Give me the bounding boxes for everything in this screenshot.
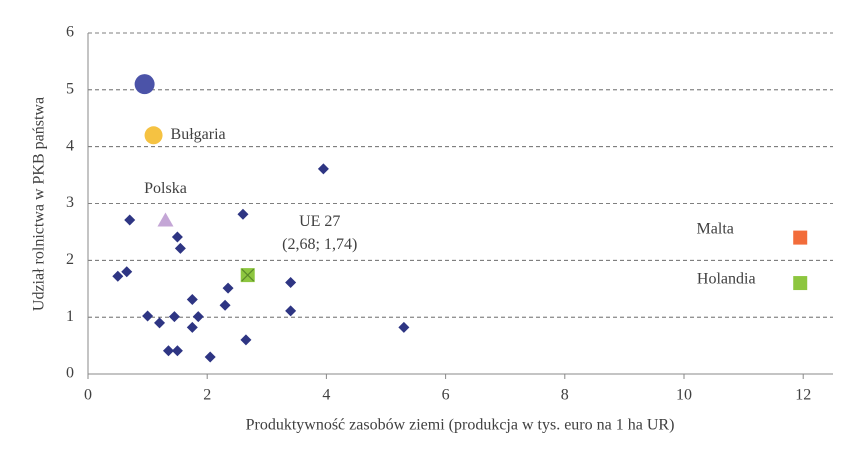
point (186, 294, 198, 306)
point (157, 212, 174, 227)
point (144, 126, 163, 145)
x-tick-label: 12 (795, 387, 811, 404)
point (317, 163, 329, 175)
x-tick-label: 6 (442, 387, 450, 404)
y-tick-label: 4 (66, 137, 74, 154)
point (222, 282, 234, 294)
x-tick-label: 0 (84, 387, 92, 404)
point (134, 74, 155, 95)
x-tick-label: 2 (203, 387, 211, 404)
point (186, 321, 198, 333)
y-tick-label: 6 (66, 24, 74, 41)
point-label: Bułgaria (171, 126, 226, 143)
point (171, 231, 183, 243)
point (219, 299, 231, 311)
point (192, 311, 204, 323)
point (154, 317, 166, 329)
point-label: Malta (697, 220, 734, 237)
point (171, 345, 183, 357)
point-label: UE 27 (299, 213, 340, 230)
x-axis-title: Produktywność zasobów ziemi (produkcja w… (246, 417, 675, 434)
point (285, 276, 297, 288)
point (285, 305, 297, 317)
point (240, 334, 252, 346)
point (162, 345, 174, 357)
y-axis-title: Udział rolnictwa w PKB państwa (31, 97, 48, 311)
point-label: Polska (144, 180, 187, 197)
point (142, 310, 154, 322)
point (174, 242, 186, 254)
y-tick-label: 1 (66, 308, 74, 325)
x-tick-label: 4 (322, 387, 330, 404)
point (237, 208, 249, 220)
point (793, 230, 808, 245)
y-tick-label: 3 (66, 194, 74, 211)
point (398, 321, 410, 333)
point-cross (241, 268, 255, 282)
y-tick-label: 2 (66, 251, 74, 268)
point (121, 266, 133, 278)
point (793, 276, 808, 291)
data-label: (2,68; 1,74) (282, 236, 357, 253)
point-label: Holandia (697, 271, 756, 288)
x-tick-label: 10 (676, 387, 692, 404)
point (112, 270, 124, 282)
point (204, 351, 216, 363)
point (124, 214, 136, 226)
point (168, 311, 180, 323)
x-tick-label: 8 (561, 387, 569, 404)
y-tick-label: 5 (66, 81, 74, 98)
y-tick-label: 0 (66, 365, 74, 382)
